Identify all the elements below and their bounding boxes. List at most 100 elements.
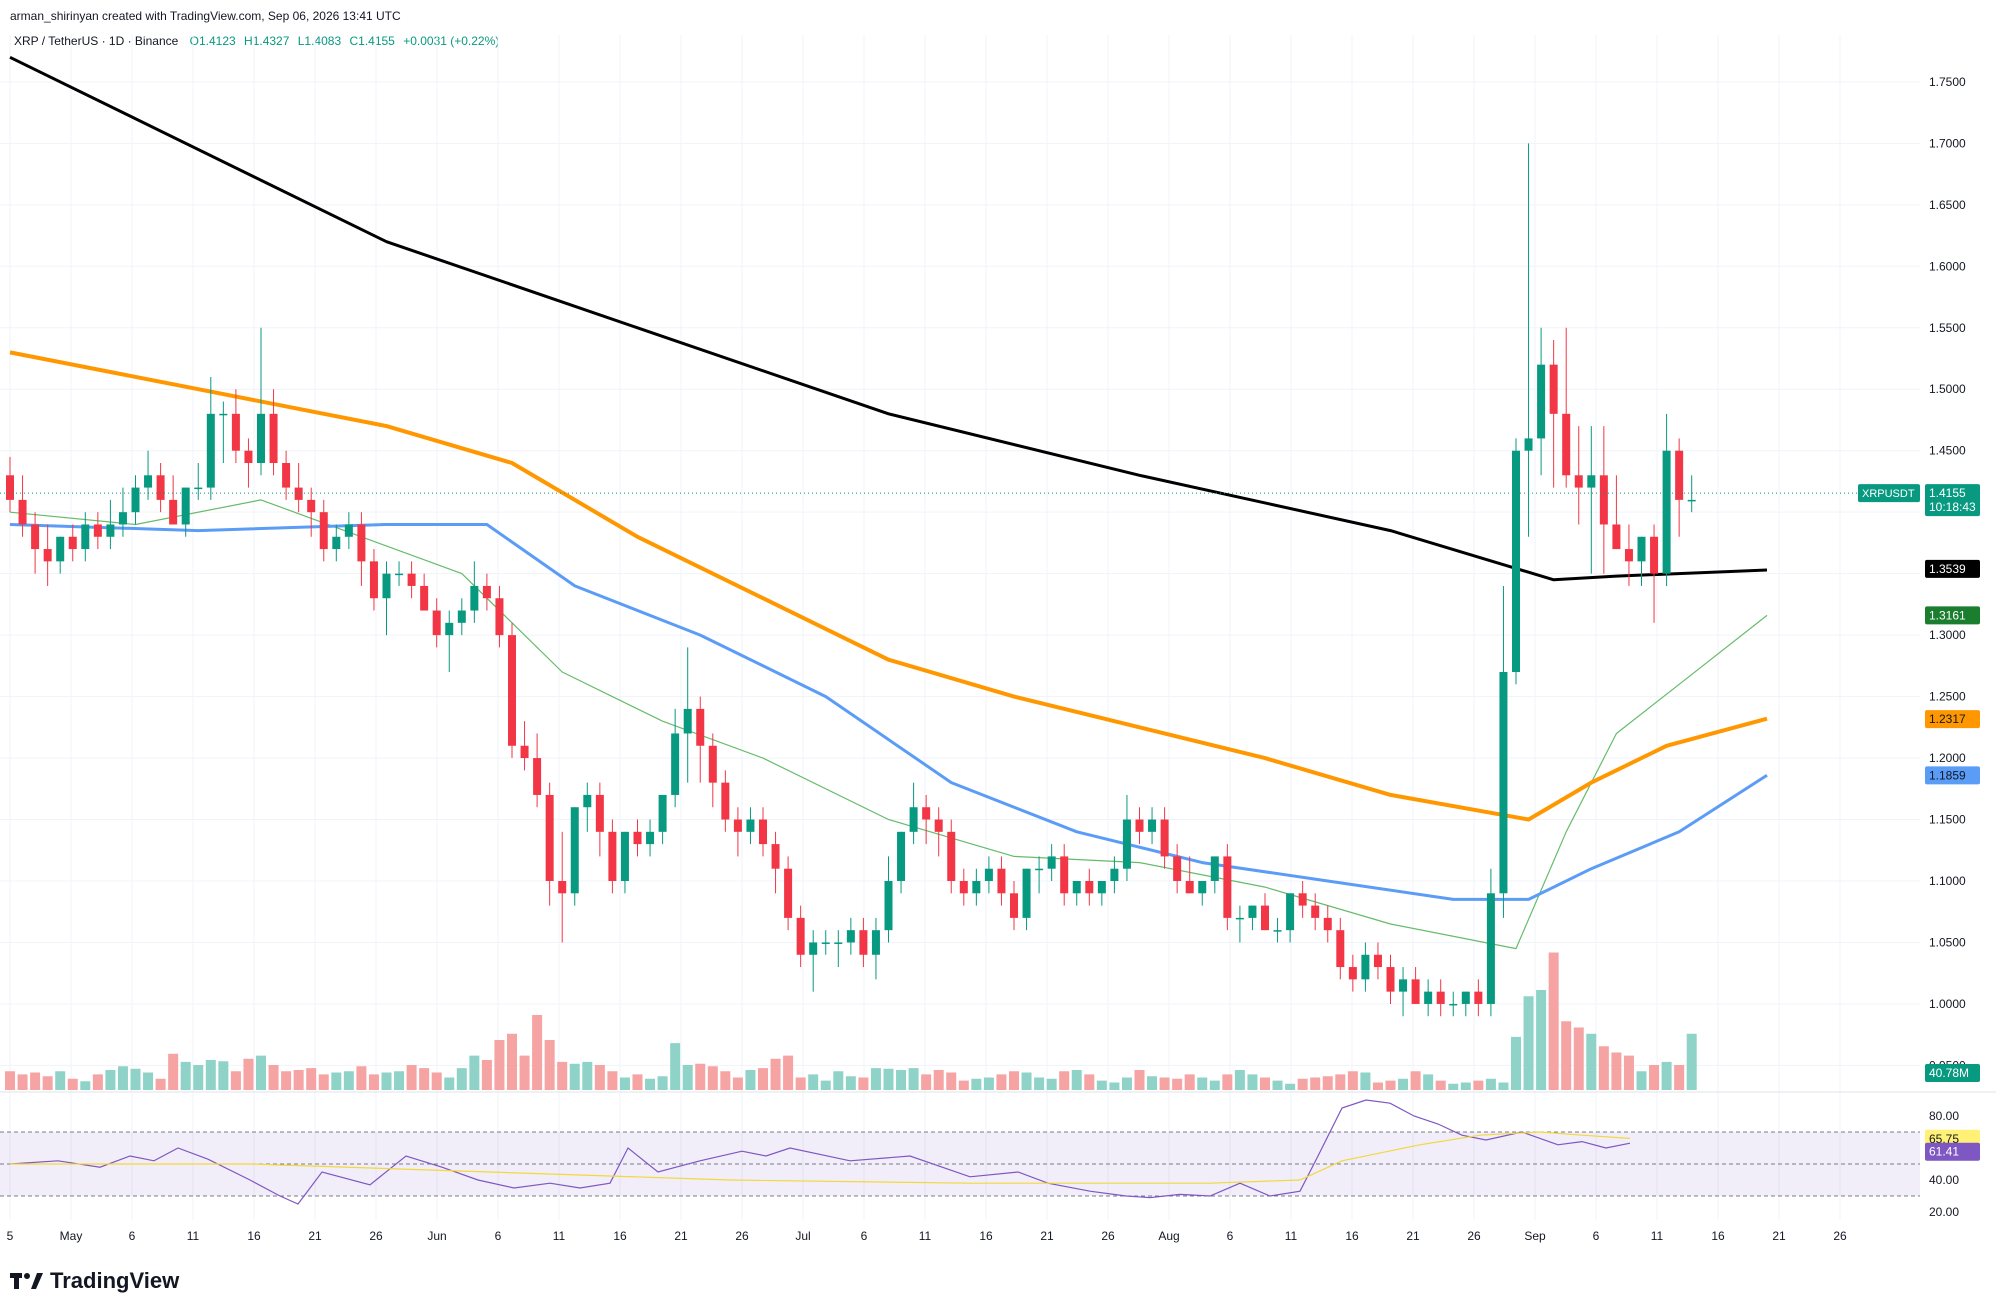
candle-body (118, 512, 127, 525)
candle-body (558, 881, 567, 894)
candle-body (1273, 930, 1282, 932)
candle-body (1173, 856, 1182, 881)
volume-bar (594, 1065, 605, 1090)
price-tick-label: 1.1000 (1929, 874, 1966, 888)
volume-bar (218, 1061, 229, 1090)
candle-body (708, 745, 717, 783)
candle-body (909, 807, 918, 832)
price-tick-label: 1.6500 (1929, 198, 1966, 212)
volume-bar (193, 1065, 204, 1090)
tradingview-brand[interactable]: TradingView (10, 1268, 179, 1294)
candle-body (194, 487, 203, 490)
volume-bar (833, 1071, 844, 1090)
candle-body (1235, 917, 1244, 920)
price-tick-label: 1.5000 (1929, 382, 1966, 396)
symbol-title[interactable]: XRP / TetherUS · 1D · Binance (14, 34, 179, 48)
volume-bar (883, 1068, 894, 1090)
candle-body (319, 512, 328, 550)
candle-body (482, 585, 491, 599)
symbol-legend: XRP / TetherUS · 1D · Binance O1.4123 H1… (14, 34, 504, 48)
candle-body (1486, 893, 1495, 1004)
candle-body (282, 463, 291, 488)
time-tick-label: 21 (1406, 1229, 1420, 1243)
candle-body (1549, 364, 1558, 414)
volume-bar (1046, 1078, 1057, 1090)
volume-bar (632, 1074, 643, 1090)
candle-body (984, 868, 993, 881)
time-tick-label: 16 (1711, 1229, 1725, 1243)
candle-body (1261, 905, 1269, 931)
candle-body (6, 475, 14, 500)
volume-bar (1523, 996, 1534, 1090)
candle-body (1047, 856, 1056, 869)
volume-bar (971, 1078, 982, 1090)
ma-black-line (9, 55, 1768, 582)
candle-body (344, 524, 353, 537)
volume-bar (1096, 1080, 1107, 1090)
candle-body (570, 807, 579, 894)
candle-body (1599, 475, 1608, 525)
volume-bar (732, 1077, 743, 1090)
volume-bar (670, 1043, 681, 1090)
candle-body (81, 524, 90, 550)
volume-bar (117, 1066, 128, 1090)
volume-bar (1548, 952, 1559, 1090)
time-tick-label: 11 (919, 1229, 932, 1243)
volume-bar (268, 1065, 279, 1090)
candle-body (1198, 881, 1207, 894)
volume-bar (557, 1061, 568, 1090)
volume-bar (180, 1061, 191, 1090)
volume-bar (770, 1058, 781, 1090)
candle-body (595, 794, 604, 832)
volume-bar (1636, 1071, 1647, 1090)
time-tick-label: 16 (247, 1229, 261, 1243)
time-tick-label: Aug (1158, 1229, 1179, 1243)
candle-body (369, 561, 378, 599)
volume-bar (1209, 1080, 1220, 1090)
candle-body (407, 573, 416, 586)
candle-body (721, 782, 730, 820)
volume-bar (1360, 1072, 1371, 1090)
candle-body (457, 610, 466, 623)
time-tick-label: Jul (795, 1229, 810, 1243)
volume-badge (1925, 1064, 1980, 1082)
volume-bar (657, 1076, 668, 1090)
candle-body (495, 598, 504, 636)
volume-bar (1071, 1070, 1082, 1090)
volume-bar (845, 1076, 856, 1090)
price-tick-label: 1.5500 (1929, 321, 1966, 335)
volume-bar (1147, 1076, 1158, 1090)
candle-body (934, 819, 943, 832)
time-tick-label: 21 (674, 1229, 688, 1243)
candle-body (106, 524, 115, 537)
candle-body (1574, 475, 1583, 488)
ma-black-badge-text: 1.3539 (1929, 562, 1966, 576)
countdown-value: 10:18:43 (1929, 500, 1976, 514)
volume-bar (707, 1066, 718, 1090)
volume-bar (1385, 1080, 1396, 1090)
candle-body (1386, 967, 1395, 992)
last-price-value: 1.4155 (1929, 486, 1966, 500)
candle-body (683, 708, 692, 734)
volume-bar (205, 1060, 216, 1090)
rsi-line (9, 1099, 1631, 1205)
time-tick-label: 6 (861, 1229, 868, 1243)
volume-bar (958, 1080, 969, 1090)
time-tick-label: Jun (427, 1229, 446, 1243)
candle-body (1085, 881, 1094, 894)
volume-bar (1623, 1055, 1634, 1090)
candle-body (1675, 450, 1684, 500)
volume-bar (645, 1078, 656, 1090)
volume-bar (532, 1015, 543, 1090)
time-tick-label: Sep (1524, 1229, 1546, 1243)
volume-bar (243, 1058, 254, 1090)
volume-bar (795, 1077, 806, 1090)
volume-bar (130, 1068, 141, 1090)
time-tick-label: 26 (1467, 1229, 1481, 1243)
candle-body (1436, 991, 1445, 1004)
volume-bar (67, 1078, 78, 1090)
candle-body (1612, 524, 1621, 550)
volume-bar (808, 1074, 819, 1090)
volume-bar (17, 1074, 28, 1090)
